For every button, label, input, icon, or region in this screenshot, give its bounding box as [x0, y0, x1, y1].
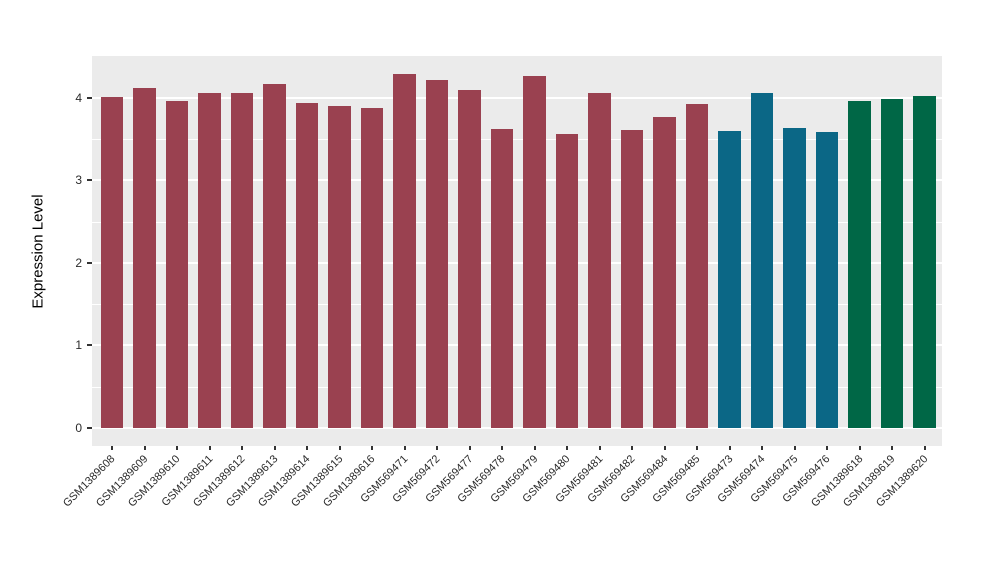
- gridline-minor: [92, 139, 942, 141]
- y-tick-label: 3: [75, 173, 82, 188]
- bar: [490, 129, 514, 428]
- gridline-major: [92, 179, 942, 182]
- x-tick-mark: [176, 446, 178, 450]
- y-tick-mark: [87, 427, 92, 429]
- x-tick-mark: [696, 446, 698, 450]
- x-tick-label: GSM569485: [650, 453, 703, 506]
- x-tick-mark: [891, 446, 893, 450]
- x-tick-mark: [208, 446, 211, 450]
- gridline-major: [92, 344, 942, 347]
- x-tick-label: GSM569478: [455, 453, 508, 506]
- gridline-minor: [92, 304, 942, 306]
- x-tick-mark: [566, 446, 568, 450]
- bar: [360, 107, 384, 428]
- x-tick-mark: [468, 446, 471, 450]
- x-tick-label: GSM1389612: [190, 453, 248, 510]
- bar: [783, 128, 806, 428]
- x-tick-mark: [826, 446, 828, 450]
- y-tick-label: 2: [75, 255, 82, 270]
- x-tick-label: GSM569474: [715, 453, 768, 506]
- y-tick-label: 0: [75, 421, 82, 435]
- x-tick-mark: [793, 446, 796, 450]
- x-tick-label: GSM1389619: [840, 453, 898, 510]
- x-tick-label: GSM1389616: [320, 453, 378, 510]
- bar: [653, 116, 676, 428]
- x-tick-mark: [533, 446, 536, 450]
- bar: [393, 73, 416, 428]
- x-tick-mark: [143, 446, 146, 450]
- x-tick-mark: [858, 446, 861, 450]
- bar: [815, 132, 839, 428]
- x-tick-label: GSM1389610: [125, 453, 183, 510]
- bar: [165, 101, 189, 428]
- y-tick-mark: [87, 179, 92, 182]
- x-tick-mark: [273, 446, 276, 450]
- y-tick-mark: [87, 344, 92, 347]
- bar: [133, 87, 156, 428]
- x-tick-mark: [241, 446, 243, 450]
- x-tick-label: GSM1389608: [60, 453, 118, 510]
- x-tick-mark: [631, 446, 633, 450]
- gridline-major: [92, 427, 942, 429]
- gridline-minor: [92, 386, 942, 388]
- x-tick-mark: [598, 446, 601, 450]
- bar: [620, 129, 644, 428]
- x-tick-mark: [761, 446, 763, 450]
- x-tick-label: GSM569480: [520, 453, 573, 506]
- x-tick-label: GSM1389614: [255, 453, 313, 510]
- gridline-major: [92, 96, 942, 99]
- x-tick-mark: [663, 446, 666, 450]
- bar: [913, 96, 936, 428]
- x-tick-mark: [501, 446, 503, 450]
- bar: [100, 96, 124, 428]
- gridline-major: [92, 261, 942, 264]
- plot-panel: [92, 56, 942, 446]
- bar: [295, 102, 319, 428]
- bar: [523, 75, 546, 428]
- bar: [425, 80, 449, 428]
- bar: [263, 83, 286, 428]
- x-tick-mark: [403, 446, 406, 450]
- bar: [685, 104, 709, 428]
- bar: [328, 106, 351, 428]
- x-tick-label: GSM569482: [585, 453, 638, 506]
- x-tick-mark: [338, 446, 341, 450]
- bar: [588, 92, 611, 428]
- x-tick-label: GSM569472: [390, 453, 443, 506]
- y-tick-label: 4: [75, 90, 82, 105]
- y-axis-title: Expression Level: [29, 194, 47, 309]
- x-tick-mark: [728, 446, 731, 450]
- y-tick-label: 1: [75, 338, 82, 353]
- bar: [555, 134, 579, 428]
- x-tick-mark: [111, 446, 113, 450]
- bar: [230, 92, 254, 428]
- gridline-minor: [92, 221, 942, 223]
- x-tick-mark: [371, 446, 373, 450]
- bar: [750, 92, 774, 428]
- bar: [198, 92, 221, 428]
- bar: [848, 101, 871, 428]
- x-tick-label: GSM569476: [780, 453, 833, 506]
- x-tick-mark: [436, 446, 438, 450]
- x-tick-mark: [306, 446, 308, 450]
- y-tick-mark: [87, 96, 92, 99]
- bar: [458, 90, 481, 428]
- bar: [880, 98, 904, 428]
- y-tick-mark: [87, 261, 92, 264]
- bar: [718, 130, 741, 428]
- x-tick-mark: [923, 446, 926, 450]
